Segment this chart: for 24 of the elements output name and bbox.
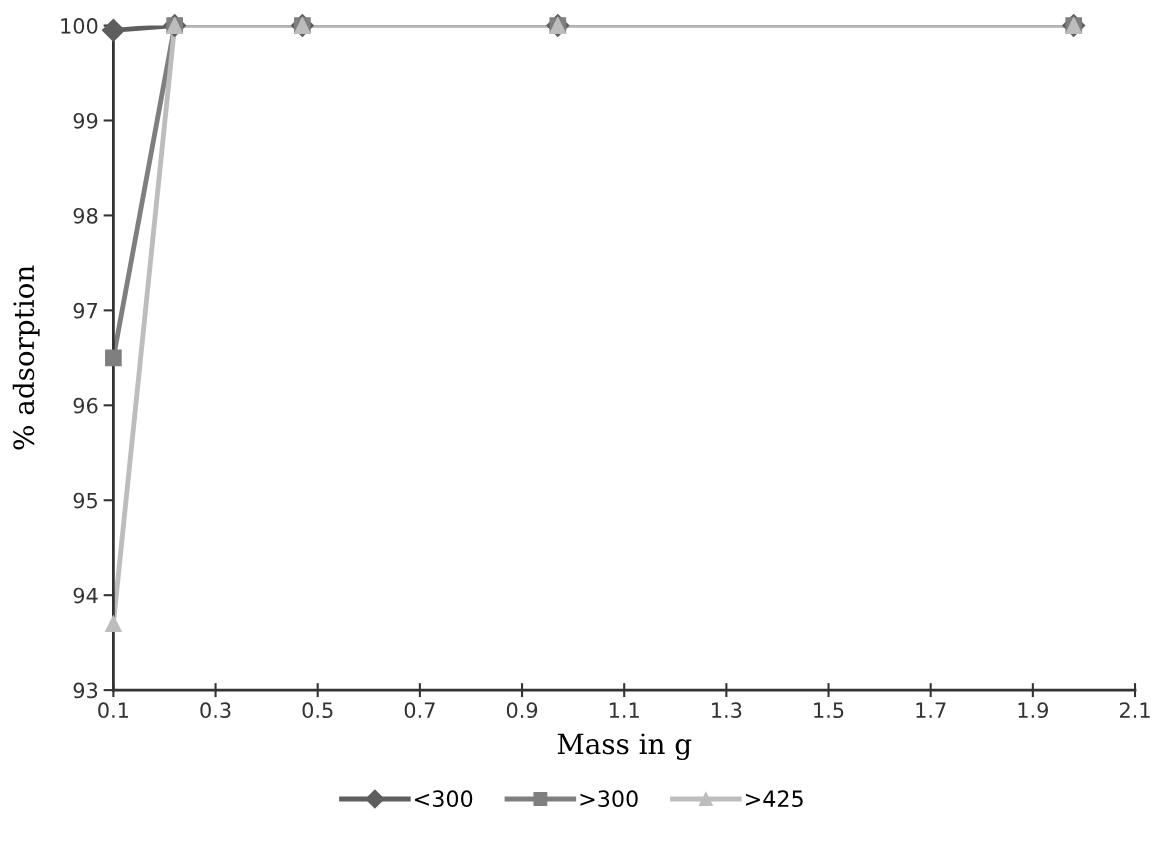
- y-tick-label: 97: [73, 302, 98, 319]
- y-tick-label: 96: [73, 397, 98, 414]
- x-tick-label: 2.1: [1119, 702, 1150, 718]
- x-tick-label: 0.3: [200, 702, 231, 719]
- y-tick-label: 98: [73, 207, 98, 224]
- x-tick-label: 1.3: [712, 702, 742, 719]
- x-tick-label: 1.7: [916, 702, 946, 718]
- legend-label: >425: [745, 790, 803, 808]
- x-tick-label: 0.1: [98, 702, 129, 719]
- x-tick-label: 0.9: [506, 702, 538, 719]
- x-tick-label: 1.5: [814, 702, 844, 719]
- legend-label: <300: [415, 790, 473, 808]
- y-axis-title: % adsorption: [12, 265, 40, 450]
- y-tick-label: 99: [73, 112, 98, 129]
- x-tick-label: 0.7: [404, 702, 435, 719]
- y-tick-label: 93: [73, 682, 98, 699]
- x-tick-label: 0.5: [302, 702, 333, 719]
- y-tick-label: 94: [73, 587, 98, 604]
- x-axis-title: Mass in g: [557, 733, 692, 761]
- x-tick-label: 1.1: [609, 702, 639, 718]
- y-tick-label: 95: [73, 492, 97, 509]
- legend-label: >300: [580, 790, 638, 808]
- x-tick-label: 1.9: [1018, 702, 1048, 719]
- y-tick-label: 100: [61, 18, 98, 34]
